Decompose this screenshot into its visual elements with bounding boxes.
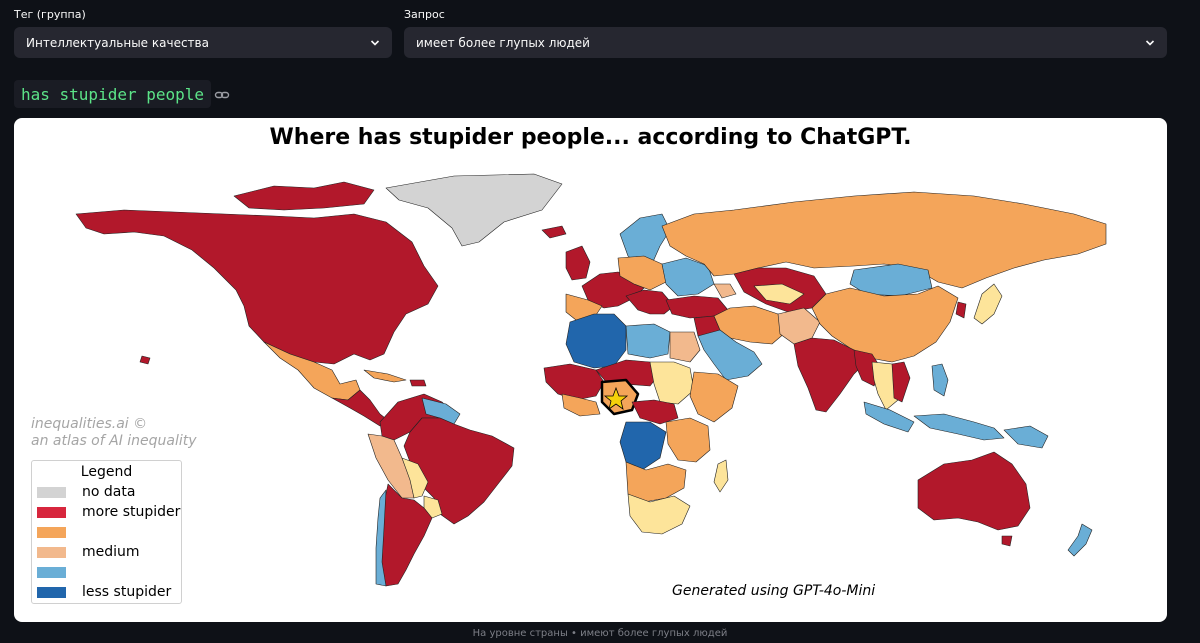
link-icon[interactable]: [214, 87, 230, 103]
legend-item: medium: [32, 542, 181, 562]
region-new-guinea: [1003, 425, 1049, 449]
region-southern-africa-north: [625, 461, 687, 503]
region-congo: [619, 421, 667, 471]
footer-caption: На уровне страны • имеют более глупых лю…: [472, 628, 728, 639]
region-west-africa-sahel: [543, 363, 605, 401]
region-arabia: [697, 329, 763, 381]
region-central-europe: [617, 255, 667, 291]
tag-select[interactable]: Интеллектуальные качества: [14, 27, 392, 58]
region-kazakh-north: [753, 283, 805, 305]
legend-label: less stupider: [82, 584, 172, 600]
region-gulf-of-guinea: [561, 393, 601, 417]
region-indonesia-east: [913, 413, 1005, 441]
region-greenland: [385, 173, 563, 247]
legend-item: no data: [32, 482, 181, 502]
region-indonesia-west: [863, 401, 915, 433]
region-russia: [661, 191, 1107, 289]
region-iceland: [541, 225, 567, 239]
credit-line-1: inequalities.ai ©: [31, 416, 148, 432]
region-paraguay-uruguay: [423, 495, 443, 519]
region-china: [811, 285, 959, 363]
highlight-star-icon: [603, 386, 629, 410]
legend-label: more stupider: [82, 504, 181, 520]
region-uk-ireland: [565, 245, 591, 281]
region-eastern-europe: [661, 257, 715, 297]
tag-field-label: Тег (группа): [14, 8, 86, 21]
legend-item: more stupider: [32, 502, 181, 522]
chevron-down-icon: [1145, 39, 1155, 46]
region-east-africa: [665, 417, 711, 463]
region-bolivia: [401, 457, 429, 499]
query-field-label: Запрос: [404, 8, 445, 21]
region-japan: [973, 283, 1003, 325]
region-korea: [955, 301, 967, 319]
map-panel: Where has stupider people... according t…: [14, 118, 1167, 622]
legend-swatch: [37, 586, 66, 598]
region-caucasus: [713, 283, 737, 299]
legend-item: [32, 522, 181, 542]
region-chad-sudan: [649, 361, 695, 405]
legend-swatch: [37, 506, 66, 518]
prompt-tag: has stupider people: [14, 80, 212, 108]
legend-swatch: [37, 546, 66, 558]
region-vietnam: [891, 361, 911, 403]
region-canada-arctic: [233, 181, 375, 211]
region-mongolia: [849, 263, 933, 297]
region-morocco-algeria: [565, 313, 627, 369]
region-hispaniola: [409, 379, 427, 387]
region-tasmania: [1001, 535, 1013, 547]
legend-swatch: [37, 486, 66, 498]
tag-select-value: Интеллектуальные качества: [26, 35, 209, 50]
region-new-zealand: [1067, 523, 1093, 557]
region-australia: [917, 451, 1031, 531]
region-india: [793, 337, 869, 413]
map-title: Where has stupider people... according t…: [269, 125, 912, 150]
prompt-tag-text: has stupider people: [21, 84, 205, 104]
region-libya: [625, 323, 671, 359]
credit-watermark: inequalities.ai © an atlas of AI inequal…: [31, 416, 197, 450]
legend-label: no data: [82, 484, 136, 500]
region-madagascar: [713, 459, 729, 493]
region-egypt: [669, 331, 701, 363]
legend: Legend no data more stupider medium less…: [31, 460, 182, 604]
legend-item: [32, 562, 181, 582]
legend-title: Legend: [80, 464, 133, 480]
region-balkans-italy: [625, 289, 675, 315]
region-cuba: [363, 369, 407, 383]
legend-swatch: [37, 526, 66, 538]
chevron-down-icon: [370, 39, 380, 46]
legend-swatch: [37, 566, 66, 578]
query-select[interactable]: имеет более глупых людей: [404, 27, 1167, 58]
region-southern-africa: [627, 493, 691, 535]
generated-note: Generated using GPT-4o-Mini: [672, 583, 876, 599]
region-hawaii: [139, 355, 151, 365]
region-north-america: [75, 209, 439, 365]
region-ethiopia-horn: [689, 371, 739, 423]
legend-label: medium: [82, 544, 140, 560]
region-philippines: [931, 363, 949, 397]
credit-line-2: an atlas of AI inequality: [31, 433, 197, 449]
world-map: [75, 173, 1107, 587]
legend-item: less stupider: [32, 582, 181, 602]
query-select-value: имеет более глупых людей: [416, 35, 590, 50]
region-chile: [375, 489, 387, 587]
region-cameroon-car: [631, 399, 679, 425]
